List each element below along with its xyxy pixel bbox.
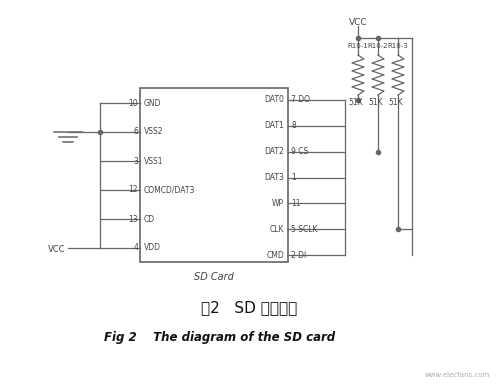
Text: CMD: CMD (266, 250, 284, 260)
Text: 9 CS: 9 CS (291, 147, 308, 156)
Text: 1: 1 (291, 173, 296, 182)
Text: 8: 8 (291, 122, 296, 130)
Text: SD Card: SD Card (194, 272, 234, 282)
Text: 图2   SD 卡原理图: 图2 SD 卡原理图 (201, 300, 297, 315)
Text: R10-2: R10-2 (368, 43, 388, 49)
Text: VCC: VCC (47, 245, 65, 255)
Text: 2 DI: 2 DI (291, 250, 306, 260)
Bar (140, 88, 288, 262)
Text: 6: 6 (133, 127, 138, 137)
Text: DAT1: DAT1 (264, 122, 284, 130)
Text: 3: 3 (133, 156, 138, 166)
Text: 10: 10 (128, 99, 138, 108)
Text: DAT0: DAT0 (264, 96, 284, 104)
Text: VCC: VCC (349, 18, 368, 27)
Text: CLK: CLK (269, 225, 284, 234)
Text: WP: WP (272, 199, 284, 208)
Text: DAT2: DAT2 (264, 147, 284, 156)
Text: DAT3: DAT3 (264, 173, 284, 182)
Text: VSS1: VSS1 (144, 156, 163, 166)
Text: 5 SCLK: 5 SCLK (291, 225, 318, 234)
Text: www.elecfans.com: www.elecfans.com (425, 372, 490, 378)
Text: 51K: 51K (349, 98, 364, 107)
Text: CD: CD (144, 214, 155, 224)
Text: VDD: VDD (144, 243, 161, 252)
Text: VSS2: VSS2 (144, 127, 163, 137)
Text: 51K: 51K (388, 98, 403, 107)
Text: 12: 12 (128, 185, 138, 195)
Text: 4: 4 (133, 243, 138, 252)
Text: Fig 2    The diagram of the SD card: Fig 2 The diagram of the SD card (105, 332, 336, 344)
Text: 51K: 51K (369, 98, 383, 107)
Text: GND: GND (144, 99, 161, 108)
Text: R10-1: R10-1 (348, 43, 369, 49)
Text: 11: 11 (291, 199, 300, 208)
Text: R10-3: R10-3 (387, 43, 408, 49)
Text: COMCD/DAT3: COMCD/DAT3 (144, 185, 195, 195)
Text: 13: 13 (128, 214, 138, 224)
Text: 7 DO: 7 DO (291, 96, 310, 104)
